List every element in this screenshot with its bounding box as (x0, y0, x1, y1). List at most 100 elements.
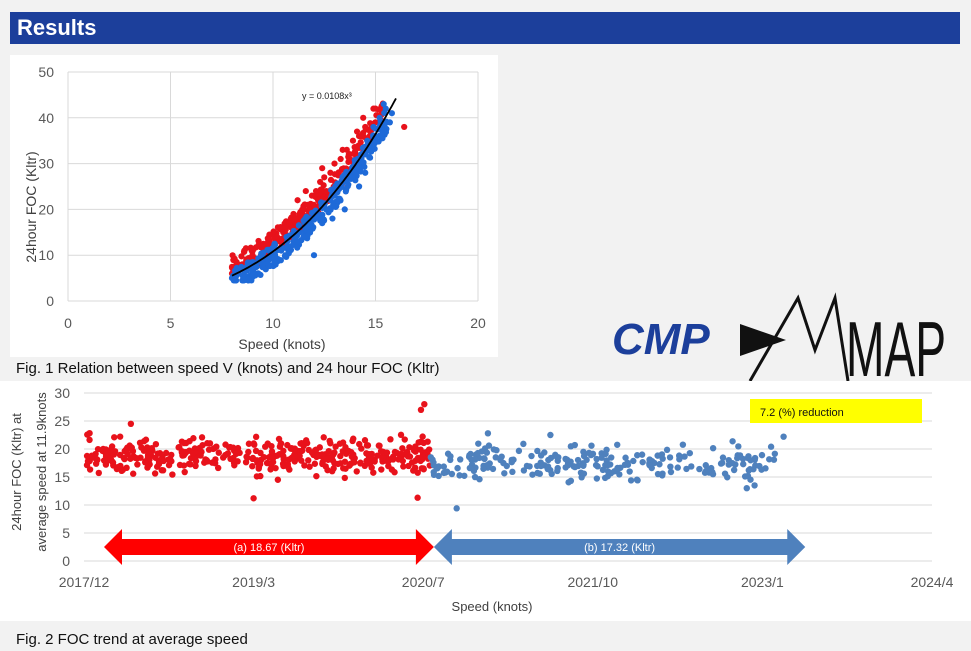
fig2-data-point (593, 455, 600, 463)
fig1-data-point (253, 263, 260, 270)
fig2-data-point (265, 454, 273, 461)
fig2-data-point (274, 476, 282, 483)
fig1-ytick-label: 40 (38, 110, 54, 126)
fig2-data-point (330, 465, 337, 472)
fig2-data-point (365, 459, 372, 466)
fig2-data-point (284, 463, 292, 471)
fig1-data-point (321, 174, 328, 181)
fig2-data-point (580, 470, 588, 477)
fig2-data-point (544, 465, 551, 473)
fig1-scatter-chart: 0 10 20 30 40 50 0 5 10 15 20 y = 0.0108x³ 24hour … (23, 64, 486, 352)
fig2-data-point (607, 461, 614, 468)
logo-line-icon (748, 292, 850, 382)
fig1-data-point (353, 128, 361, 135)
fig1-data-point (277, 223, 284, 231)
fig2-ylabel-line1: 24hour FOC (Kltr) at (9, 413, 24, 531)
fig1-data-point (294, 197, 301, 204)
reduction-annotation-box (750, 399, 922, 423)
fig2-data-point (725, 456, 732, 464)
fig1-data-point (274, 233, 281, 240)
fig2-data-point (472, 456, 479, 463)
fig2-data-point (667, 468, 675, 476)
fig1-data-point (277, 257, 284, 264)
fig2-data-point (663, 446, 671, 454)
fig2-data-point (83, 452, 91, 460)
fig2-data-point (414, 469, 421, 476)
fig2-data-point (383, 449, 391, 456)
fig2-data-point (142, 436, 150, 443)
fig2-data-point (724, 474, 731, 481)
fig2-data-point (291, 453, 298, 460)
fig2-data-point (534, 469, 541, 477)
fig2-data-point (412, 457, 419, 464)
fig2-data-point (528, 452, 535, 460)
fig1-data-point (310, 252, 318, 259)
fig2-data-point (537, 452, 545, 459)
fig2-data-point (127, 420, 135, 427)
fig2-data-point (222, 451, 229, 459)
fig2-data-point (337, 452, 344, 460)
fig2-scatter-chart: 0 5 10 15 20 25 30 2017/12 2019/3 2020/7 2021/10 20… (9, 385, 954, 614)
fig2-data-point (481, 455, 488, 463)
fig1-data-point (260, 249, 267, 256)
fig2-data-point (313, 452, 320, 459)
fig2-data-point (212, 456, 219, 463)
fig1-data-point (323, 206, 330, 213)
fig2-data-point (267, 466, 274, 473)
fig2-data-point (250, 495, 257, 502)
fig1-data-point (319, 220, 326, 227)
fig2-data-point (169, 471, 176, 478)
fig2-data-point (350, 435, 357, 442)
fig2-data-point (91, 454, 99, 462)
fig2-data-point (624, 461, 632, 468)
fig2-data-point (377, 447, 385, 455)
fig2-data-point (608, 454, 615, 461)
fig2-data-point (312, 446, 320, 453)
fig2-data-point (555, 454, 562, 461)
fig2-data-point (515, 447, 523, 455)
fig2-data-point (709, 468, 716, 476)
fig2-data-point (614, 441, 621, 448)
fig1-data-point (306, 229, 313, 236)
fig2-data-point (751, 454, 759, 462)
logo-text-left: CMP (612, 315, 710, 364)
fig2-data-point (667, 463, 674, 470)
fig2-data-point (180, 462, 188, 469)
fig1-data-point (229, 252, 236, 259)
fig2-data-point (371, 458, 378, 465)
fig2-xtick-label: 2024/4 (911, 574, 954, 590)
fig2-data-point (580, 452, 588, 460)
fig2-data-point (440, 469, 448, 477)
fig1-data-point (355, 142, 362, 149)
fig2-data-point (480, 465, 487, 472)
fig2-data-point (484, 430, 492, 437)
fig1-data-point (327, 176, 335, 183)
fig2-data-point (688, 463, 695, 470)
fig1-data-point (244, 259, 252, 266)
fig2-data-point (143, 444, 151, 451)
fig2-data-point (353, 468, 360, 475)
fig2-data-point (243, 453, 250, 460)
fig1-ytick-label: 0 (46, 293, 54, 309)
fig2-data-point (114, 464, 121, 471)
fig1-data-point (362, 123, 369, 131)
fig2-data-point (420, 439, 427, 447)
fig2-xtick-label: 2023/1 (741, 574, 784, 590)
fig2-data-point (305, 457, 312, 464)
fig2-xtick-label: 2021/10 (567, 574, 618, 590)
fig2-data-point (492, 454, 499, 461)
fig2-data-point (529, 471, 536, 478)
fig1-trendline (231, 97, 397, 277)
fig2-data-point (301, 462, 308, 469)
fig2-data-point (493, 447, 500, 454)
fig1-xtick-label: 10 (265, 315, 281, 331)
fig2-data-point (447, 453, 454, 460)
fig1-data-point (255, 237, 262, 245)
fig2-data-point (430, 459, 437, 466)
fig1-data-point (266, 231, 273, 238)
fig2-data-point (297, 440, 304, 447)
fig2-data-point (510, 456, 517, 463)
fig2-data-point (567, 443, 575, 450)
fig2-data-point (158, 467, 165, 474)
fig1-data-point (366, 146, 373, 153)
